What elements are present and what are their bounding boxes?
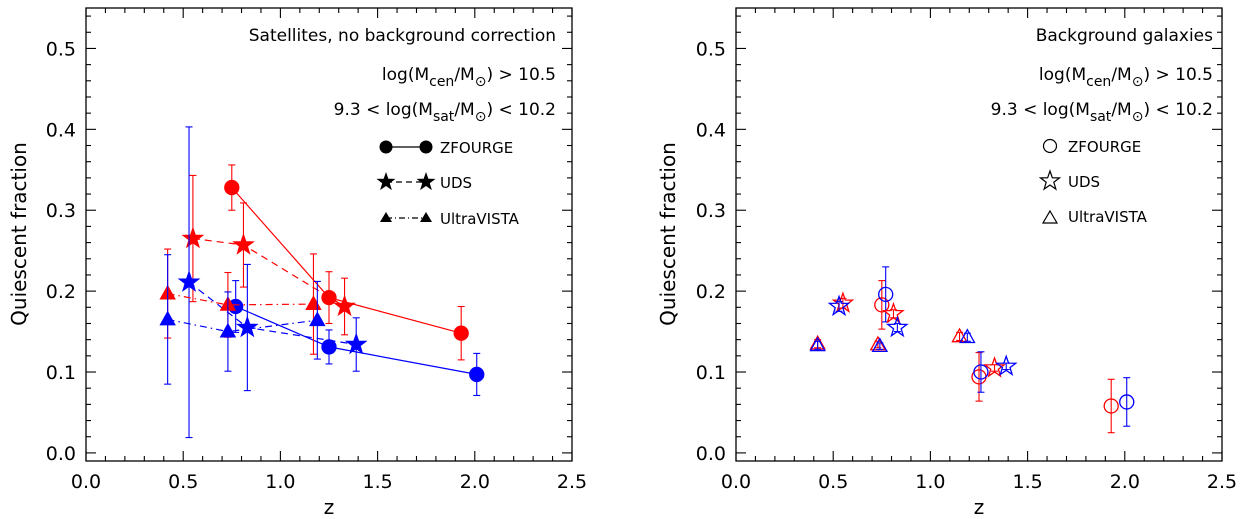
- ticks: [735, 8, 1223, 461]
- ticks: [85, 8, 573, 461]
- data-point: [232, 233, 255, 255]
- series-zfourge-red: [224, 164, 469, 361]
- x-tick-label: 1.5: [1012, 471, 1042, 493]
- tick-labels: 0.0 0.5 1.0 1.5 2.0 2.5 0.0 0.1 0.2 0.3 0.4 0.5: [696, 38, 1237, 493]
- legend-label-ultravista: UltraVISTA: [440, 210, 520, 228]
- y-tick-label: 0.0: [46, 443, 76, 465]
- y-tick-label: 0.3: [696, 200, 726, 222]
- data-point: [235, 315, 259, 338]
- data-point: [219, 322, 237, 338]
- legend-label-zfourge: ZFOURGE: [1068, 138, 1141, 156]
- legend-label-uds: UDS: [1068, 173, 1100, 191]
- legend-label-zfourge: ZFOURGE: [440, 139, 513, 157]
- annotation-central-mass: log(Mcen/M⊙) > 10.5: [382, 65, 556, 90]
- legend-marker-uds-right: [416, 172, 436, 191]
- data-point: [321, 339, 337, 355]
- legend-marker-uds: [1038, 169, 1062, 191]
- y-axis-label: Quiescent fraction: [656, 142, 680, 326]
- legend-marker-ultravista-right: [420, 212, 432, 222]
- legend-label-ultravista: UltraVISTA: [1068, 208, 1148, 226]
- x-tick-label: 0.0: [71, 471, 101, 493]
- data-point: [305, 295, 322, 310]
- data-point: [827, 294, 851, 317]
- tick-labels: 0.0 0.5 1.0 1.5 2.0 2.5 0.0 0.1 0.2 0.3 0.4 0.5: [46, 38, 587, 493]
- x-tick-label: 0.0: [721, 471, 751, 493]
- series-ultravista-blue: [809, 328, 976, 353]
- y-tick-label: 0.2: [696, 281, 726, 303]
- x-tick-label: 2.5: [557, 471, 587, 493]
- legend-marker-ultravista-left: [380, 212, 392, 222]
- x-tick-label: 0.5: [168, 471, 198, 493]
- series-zfourge-blue: [878, 266, 1135, 427]
- data-point: [973, 364, 989, 380]
- y-tick-label: 0.5: [696, 38, 726, 60]
- x-tick-label: 2.0: [460, 471, 490, 493]
- data-point: [874, 297, 890, 313]
- y-tick-label: 0.1: [696, 362, 726, 384]
- data-point: [309, 311, 326, 327]
- x-tick-label: 1.0: [265, 471, 295, 493]
- y-tick-label: 0.5: [46, 38, 76, 60]
- data-point: [871, 337, 889, 353]
- data-point: [1103, 398, 1119, 414]
- annotation-central-mass: log(Mcen/M⊙) > 10.5: [1039, 65, 1213, 90]
- series-ultravista-blue: [159, 254, 326, 385]
- x-tick-label: 2.5: [1207, 471, 1237, 493]
- data-point: [959, 328, 976, 344]
- legend: ZFOURGE UDS UltraVISTA: [376, 139, 520, 228]
- data-point: [878, 286, 894, 303]
- series-ultravista-red: [809, 327, 968, 351]
- x-axis-label: z: [974, 495, 985, 519]
- data-layer: [809, 266, 1135, 434]
- legend-marker-zfourge-right: [419, 140, 433, 154]
- plot-frame: [735, 7, 1223, 462]
- x-tick-label: 1.0: [915, 471, 945, 493]
- x-tick-label: 2.0: [1110, 471, 1140, 493]
- y-tick-label: 0.2: [46, 281, 76, 303]
- x-tick-label: 0.5: [818, 471, 848, 493]
- data-point: [809, 336, 826, 352]
- y-axis-label: Quiescent fraction: [7, 142, 31, 326]
- y-tick-label: 0.3: [46, 200, 76, 222]
- data-point: [994, 354, 1018, 377]
- annotation-title: Background galaxies: [1036, 26, 1213, 46]
- plot-frame: [85, 7, 573, 462]
- annotation-title: Satellites, no background correction: [249, 26, 556, 46]
- y-tick-label: 0.4: [696, 119, 726, 141]
- data-point: [885, 315, 909, 338]
- x-tick-label: 1.5: [362, 471, 392, 493]
- y-tick-label: 0.4: [46, 119, 76, 141]
- data-point: [951, 327, 968, 343]
- data-point: [1119, 394, 1135, 410]
- data-point: [177, 270, 201, 292]
- data-point: [882, 301, 905, 324]
- data-point: [983, 355, 1006, 378]
- data-point: [333, 294, 356, 317]
- annotation-satellite-mass: 9.3 < log(Msat/M⊙) < 10.2: [991, 100, 1213, 125]
- y-tick-label: 0.0: [696, 443, 726, 465]
- y-tick-label: 0.1: [46, 362, 76, 384]
- legend-label-uds: UDS: [440, 174, 472, 192]
- legend: ZFOURGE UDS UltraVISTA: [1038, 138, 1148, 226]
- data-point: [224, 179, 240, 196]
- series-uds-blue: [177, 126, 368, 439]
- data-point: [181, 226, 205, 249]
- data-point: [453, 325, 469, 341]
- legend-marker-uds-left: [376, 172, 396, 191]
- x-axis-label: z: [324, 495, 335, 519]
- legend-marker-ultravista: [1041, 209, 1059, 224]
- annotation-satellite-mass: 9.3 < log(Msat/M⊙) < 10.2: [334, 100, 556, 125]
- left-panel: 0.0 0.5 1.0 1.5 2.0 2.5 0.0 0.1 0.2 0.3 0.4 0.5 z Q…: [7, 7, 587, 519]
- data-point: [159, 310, 176, 326]
- data-point: [469, 366, 485, 383]
- series-zfourge-red: [874, 280, 1119, 434]
- data-point: [321, 289, 337, 306]
- data-layer: [159, 126, 485, 439]
- legend-marker-zfourge: [1042, 138, 1058, 154]
- right-panel: 0.0 0.5 1.0 1.5 2.0 2.5 0.0 0.1 0.2 0.3 0.4 0.5 z Q…: [656, 7, 1237, 519]
- data-point: [344, 332, 368, 355]
- series-uds-blue: [827, 294, 1018, 377]
- legend-marker-zfourge-left: [379, 140, 393, 154]
